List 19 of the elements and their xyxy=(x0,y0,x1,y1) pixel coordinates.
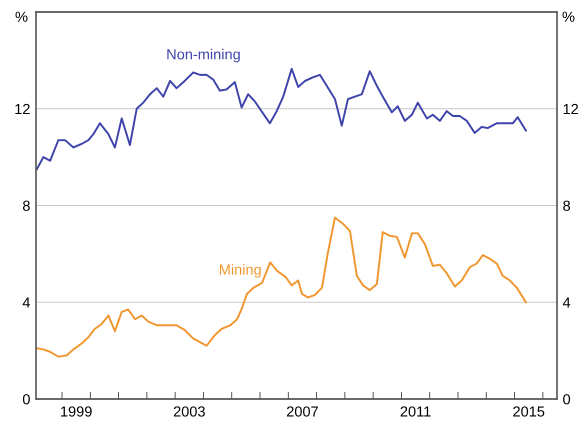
y-tick-label: 12 xyxy=(15,104,30,114)
y2-tick-label: 8 xyxy=(563,200,570,211)
x-tick-label: 2007 xyxy=(286,406,318,417)
series-label: Mining xyxy=(220,264,261,278)
y-tick-label: 8 xyxy=(22,200,30,211)
y-tick-label: 0 xyxy=(22,394,30,404)
line-series xyxy=(36,68,527,170)
x-tick-label: 2011 xyxy=(400,406,431,417)
y2-tick-label: 4 xyxy=(562,298,570,308)
y-axis-title: % xyxy=(16,12,28,22)
y-tick-label: 4 xyxy=(22,298,30,308)
line-series xyxy=(36,216,527,358)
x-tick-label: 1999 xyxy=(61,406,92,417)
y2-tick-label: 0 xyxy=(563,394,570,404)
series-label: Non-mining xyxy=(167,48,240,62)
y2-axis-title: % xyxy=(562,12,574,22)
x-tick-label: 2015 xyxy=(513,406,544,417)
x-tick-label: 2003 xyxy=(174,406,205,417)
y2-tick-label: 12 xyxy=(564,104,578,114)
